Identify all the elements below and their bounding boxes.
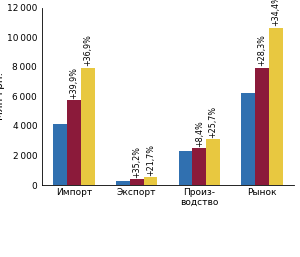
Bar [206, 139, 220, 185]
Bar [67, 100, 81, 185]
Y-axis label: Млн грн.: Млн грн. [0, 72, 5, 120]
Text: +28,3%: +28,3% [257, 34, 266, 66]
Legend: 2006 г., 2007 г., 2008 г.: 2006 г., 2007 г., 2008 г. [86, 255, 250, 257]
Bar [269, 28, 283, 185]
Text: +8,4%: +8,4% [195, 121, 204, 147]
Text: +34,4%: +34,4% [271, 0, 280, 26]
Bar [192, 148, 206, 185]
Text: +39,9%: +39,9% [70, 67, 79, 99]
Text: +21,7%: +21,7% [146, 144, 155, 176]
Bar [241, 93, 255, 185]
Bar [53, 124, 67, 185]
Bar [81, 68, 95, 185]
Bar [116, 181, 130, 185]
Text: +36,9%: +36,9% [83, 34, 92, 66]
Bar [255, 68, 269, 185]
Bar [178, 151, 192, 185]
Text: +35,2%: +35,2% [132, 145, 141, 178]
Text: +25,7%: +25,7% [208, 106, 217, 138]
Bar [130, 179, 144, 185]
Bar [144, 177, 158, 185]
